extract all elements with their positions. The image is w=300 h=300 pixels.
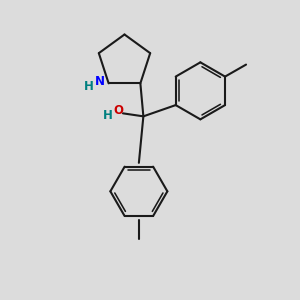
- Text: H: H: [84, 80, 94, 93]
- Text: O: O: [113, 104, 123, 117]
- Text: H: H: [103, 109, 113, 122]
- Text: N: N: [95, 75, 105, 88]
